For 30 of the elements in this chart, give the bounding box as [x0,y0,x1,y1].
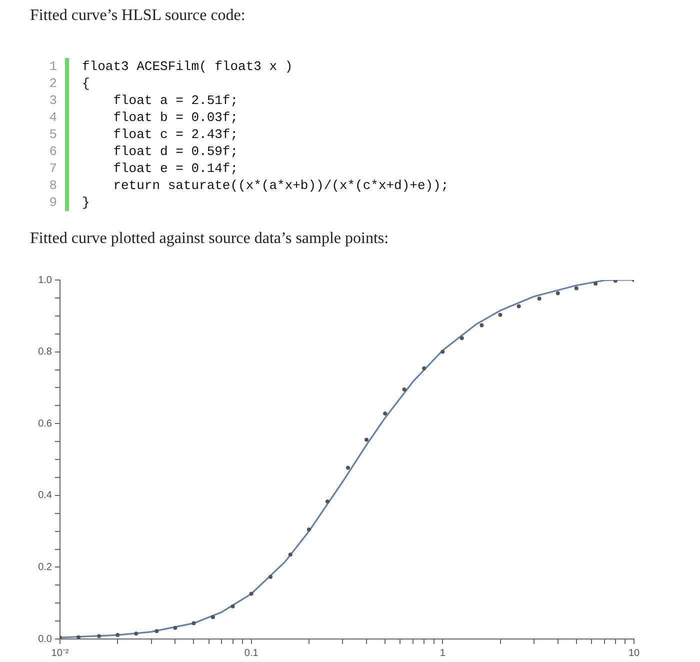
text: 8 [30,177,69,194]
text: 3 [30,92,69,109]
text: float3 ACESFilm( float3 x ) [81,58,293,75]
y-tick-label: 0.8 [38,346,52,358]
text: 9 [30,194,69,211]
y-tick-label: 0.2 [38,562,52,573]
text: float a = 2.51f; [112,92,238,109]
text: { [81,75,90,92]
text: Fitted curve’s HLSL source code: [30,7,246,25]
text: return saturate((x*(a*x+b))/(x*(c*x+d)+e)); [112,177,449,194]
x-tick-label: 0.1 [244,648,259,659]
text: 7 [30,160,69,177]
x-tick-label: 10 [628,648,640,659]
y-tick-label: 0.6 [38,418,52,430]
text: 6 [30,143,69,160]
chart-title: Fitted curve plotted against source data’s sample points: [30,230,389,248]
text: float c = 2.43f; [112,126,238,143]
x-tick-label: 1 [440,648,446,659]
y-tick-label: 0.0 [38,634,52,645]
text: float b = 0.03f; [112,109,238,126]
y-tick-label: 1.0 [38,274,52,286]
text: 5 [30,126,69,143]
text: float e = 0.14f; [112,160,238,177]
text: 4 [30,109,69,126]
text: 1 [30,58,69,75]
text: float d = 0.59f; [112,143,238,160]
text: } [81,194,90,211]
x-tick-label: 10⁻² [51,648,70,659]
y-tick-label: 0.4 [38,490,52,502]
text: 2 [30,75,69,92]
